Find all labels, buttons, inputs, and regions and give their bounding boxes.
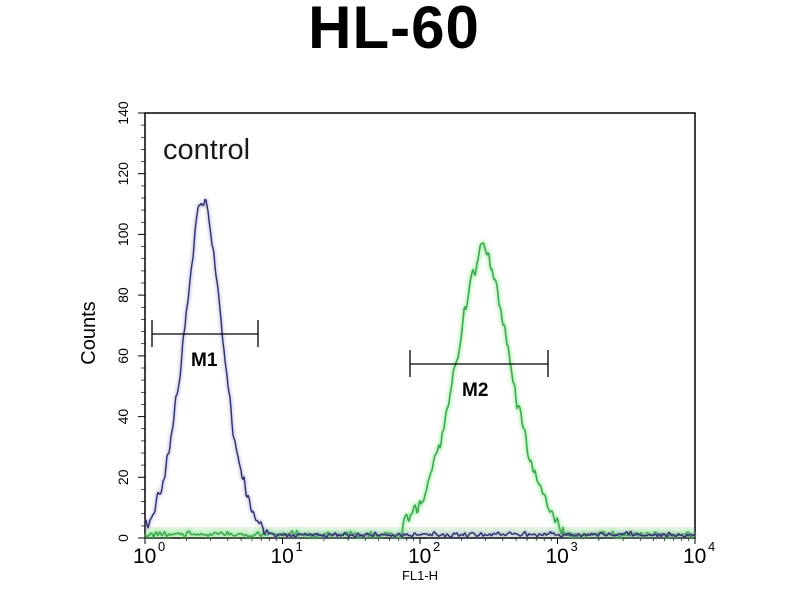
svg-text:140: 140 (115, 101, 131, 125)
svg-text:M2: M2 (462, 380, 488, 401)
svg-text:0: 0 (158, 539, 165, 554)
svg-text:10: 10 (683, 545, 706, 568)
svg-text:2: 2 (433, 539, 440, 554)
svg-text:60: 60 (115, 348, 131, 364)
svg-text:40: 40 (115, 409, 131, 425)
svg-text:Counts: Counts (78, 301, 100, 364)
svg-text:0: 0 (115, 534, 131, 542)
svg-text:FL1-H: FL1-H (402, 568, 438, 583)
svg-text:10: 10 (271, 545, 294, 568)
svg-text:10: 10 (546, 545, 569, 568)
svg-text:10: 10 (408, 545, 431, 568)
svg-text:1: 1 (296, 539, 303, 554)
svg-text:3: 3 (571, 539, 578, 554)
svg-text:80: 80 (115, 287, 131, 303)
svg-text:4: 4 (708, 539, 715, 554)
svg-text:100: 100 (115, 223, 131, 247)
svg-text:120: 120 (115, 162, 131, 186)
svg-text:M1: M1 (191, 350, 218, 371)
svg-text:10: 10 (133, 545, 156, 568)
svg-text:control: control (163, 134, 250, 166)
svg-text:20: 20 (115, 469, 131, 485)
